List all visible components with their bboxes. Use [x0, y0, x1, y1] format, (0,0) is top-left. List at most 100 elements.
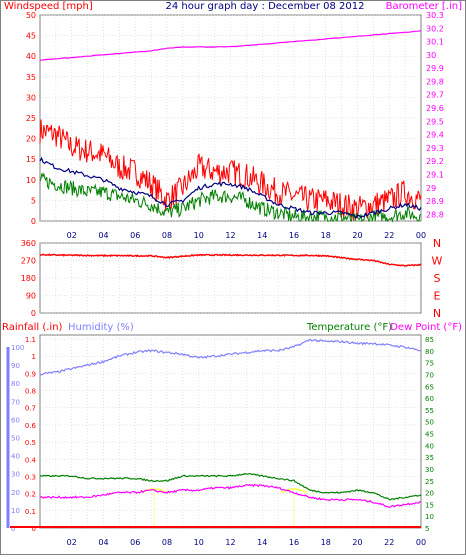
humidity-tick-label: 50	[11, 435, 20, 443]
wind-x-tick-label: 22	[384, 231, 394, 240]
temperature-label: Temperature (°F)	[306, 322, 392, 333]
rain-tick-label: 1	[32, 353, 36, 361]
direction-tick-label: 90	[26, 292, 36, 301]
windspeed-label: Windspeed [mph]	[4, 1, 93, 12]
wind-tick-label: 45	[26, 32, 36, 41]
wind-x-tick-label: 02	[67, 231, 77, 240]
humidity-label: Humidity (%)	[68, 322, 134, 333]
rain-tick-label: 0.3	[25, 473, 36, 481]
weather-x-tick-label: 00	[416, 538, 426, 547]
humidity-tick-label: 70	[11, 398, 20, 406]
humidity-tick-label: 80	[11, 380, 20, 388]
wind-x-tick-label: 12	[225, 231, 235, 240]
wind-x-tick-label: 06	[130, 231, 140, 240]
humidity-tick-label: 30	[11, 471, 20, 479]
barometer-tick-label: 29.8	[426, 77, 444, 86]
sun-marker-arc	[280, 488, 308, 494]
rainfall-label: Rainfall (.in)	[2, 322, 63, 333]
chart-title: 24 hour graph day : December 08 2012	[166, 1, 365, 12]
weather-x-tick-label: 10	[194, 538, 204, 547]
weather-x-tick-label: 14	[257, 538, 267, 547]
weather-x-tick-label: 08	[162, 538, 172, 547]
rain-tick-label: 0.4	[25, 456, 37, 464]
temperature-tick-label: 40	[425, 442, 434, 450]
rain-tick-label: 0.9	[25, 370, 36, 378]
wind-tick-label: 20	[26, 135, 36, 144]
humidity-tick-label: 100	[11, 344, 24, 352]
wind-average-line	[39, 156, 422, 219]
temperature-tick-label: 85	[425, 336, 434, 344]
rain-tick-label: 1.1	[25, 336, 36, 344]
humidity-tick-label: 40	[11, 453, 20, 461]
barometer-tick-label: 28.9	[426, 197, 444, 206]
wind-x-tick-label: 14	[257, 231, 267, 240]
barometer-tick-label: 29.3	[426, 144, 444, 153]
weather-x-tick-label: 16	[289, 538, 299, 547]
rain-tick-label: 0	[32, 525, 36, 533]
temperature-tick-label: 35	[425, 454, 434, 462]
rain-tick-label: 0.7	[25, 405, 36, 413]
humidity-tick-label: 60	[11, 416, 20, 424]
wind-x-tick-label: 00	[416, 231, 426, 240]
weather-x-tick-label: 02	[67, 538, 77, 547]
compass-label: N	[433, 237, 441, 250]
compass-label: N	[433, 307, 441, 320]
humidity-tick-label: 20	[11, 489, 20, 497]
wind-tick-label: 50	[26, 11, 36, 20]
rain-tick-label: 0.8	[25, 388, 36, 396]
weather-x-tick-label: 06	[130, 538, 140, 547]
humidity-line	[39, 338, 422, 376]
barometer-tick-label: 30.2	[426, 24, 444, 33]
humidity-tick-label: 0	[11, 525, 15, 533]
barometer-tick-label: 30	[426, 51, 436, 60]
temperature-tick-label: 60	[425, 395, 434, 403]
barometer-tick-label: 28.8	[426, 210, 444, 219]
temperature-tick-label: 20	[425, 490, 434, 498]
barometer-tick-label: 29.9	[426, 64, 444, 73]
barometer-tick-label: 30.3	[426, 11, 444, 20]
temperature-tick-label: 65	[425, 383, 434, 391]
weather-x-tick-label: 18	[321, 538, 331, 547]
direction-tick-label: 360	[21, 239, 36, 248]
barometer-tick-label: 30.1	[426, 38, 444, 47]
temperature-tick-label: 25	[425, 478, 434, 486]
chart-layer: 0510152025303540455028.828.92929.129.229…	[6, 11, 444, 547]
temperature-tick-label: 75	[425, 360, 434, 368]
temperature-tick-label: 80	[425, 348, 434, 356]
temperature-tick-label: 5	[425, 525, 429, 533]
rain-tick-label: 0.1	[25, 508, 36, 516]
direction-tick-label: 270	[21, 257, 36, 266]
temperature-tick-label: 55	[425, 407, 434, 415]
compass-label: W	[432, 255, 443, 268]
wind-x-tick-label: 18	[321, 231, 331, 240]
wind-x-tick-label: 08	[162, 231, 172, 240]
barometer-label: Barometer [.in]	[386, 1, 462, 12]
barometer-line	[39, 30, 422, 61]
barometer-tick-label: 29.5	[426, 117, 444, 126]
weather-x-tick-label: 20	[352, 538, 362, 547]
compass-label: S	[434, 272, 441, 285]
dewpoint-label: Dew Point (°F)	[390, 322, 462, 333]
wind-tick-label: 0	[31, 217, 36, 226]
humidity-tick-label: 10	[11, 507, 20, 515]
wind-x-tick-label: 20	[352, 231, 362, 240]
temperature-tick-label: 70	[425, 371, 434, 379]
wind-tick-label: 25	[26, 114, 36, 123]
barometer-tick-label: 29.2	[426, 157, 444, 166]
rain-tick-label: 0.5	[25, 439, 36, 447]
wind-tick-label: 30	[26, 93, 36, 102]
wind-tick-label: 35	[26, 73, 36, 82]
temperature-tick-label: 10	[425, 513, 434, 521]
wind-tick-label: 5	[31, 196, 36, 205]
wind-tick-label: 10	[26, 176, 36, 185]
barometer-tick-label: 29.7	[426, 91, 444, 100]
direction-tick-label: 0	[31, 309, 36, 318]
direction-tick-label: 180	[21, 274, 36, 283]
wind-tick-label: 15	[26, 155, 36, 164]
weather-x-tick-label: 04	[98, 538, 108, 547]
temperature-tick-label: 15	[425, 501, 434, 509]
barometer-tick-label: 29.6	[426, 104, 444, 113]
weather-x-tick-label: 12	[225, 538, 235, 547]
